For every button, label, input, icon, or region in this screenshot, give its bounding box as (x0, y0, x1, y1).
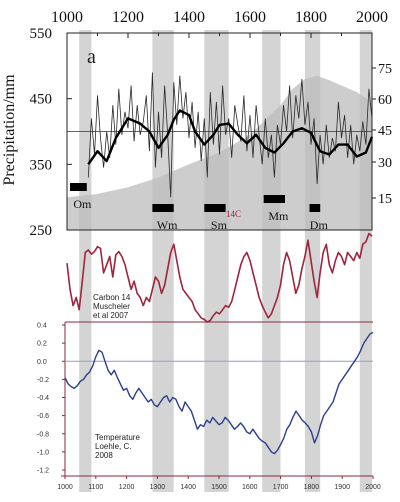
y-tick-label: 450 (30, 92, 53, 108)
right-tick-label: 45 (378, 124, 392, 139)
x-tick-label: 1400 (180, 484, 196, 491)
x-tick-label: 1300 (150, 484, 166, 491)
panel-c-temperature: 0.4 0.2 0.0 -0.2 -0.4 -0.6 -0.8 -1.0 -1.2 1000 110… (37, 321, 381, 491)
x-tick-label: 2000 (365, 484, 381, 491)
y-tick-label: -1.2 (37, 468, 49, 475)
right-tick-label: 60 (378, 93, 392, 108)
x-tick-label: 1500 (211, 484, 227, 491)
y-tick-label: 0.2 (37, 341, 47, 348)
smoothed-precipitation-line (87, 109, 374, 165)
y-tick-label: -1.0 (37, 449, 49, 456)
carbon14-marker-label: 14C (226, 209, 241, 219)
panel-a-precipitation: 1000 1200 1400 1600 1800 2000 550 450 350 250 Prec… (1, 9, 392, 239)
x-tick-label: 1000 (51, 9, 83, 26)
shaded-period-band (262, 30, 281, 492)
raw-precipitation-line (87, 72, 373, 198)
y-axis-title: Precipitation/mm (1, 74, 18, 186)
y-tick-label: -0.2 (37, 377, 49, 384)
y-tick-label: -0.4 (37, 395, 49, 402)
x-tick-label: 1400 (173, 9, 205, 26)
carbon14-line (66, 232, 373, 323)
carbon14-legend-text: Muscheler (93, 302, 130, 311)
minimum-bar (263, 195, 285, 203)
right-tick-label: 75 (378, 62, 392, 77)
minimum-label: Mm (268, 209, 289, 223)
panel-label: a (87, 46, 96, 68)
x-tick-label: 1700 (273, 484, 289, 491)
y-tick-label: 0.4 (37, 323, 47, 330)
x-tick-label: 1200 (119, 484, 135, 491)
temperature-legend-text: Loehle, C. (95, 442, 131, 451)
minimum-label: Wm (157, 218, 178, 232)
minimum-bar (152, 204, 174, 212)
minimum-bar (204, 204, 226, 212)
x-tick-label: 1900 (334, 484, 350, 491)
y-tick-label: 0.0 (37, 359, 47, 366)
y-tick-label: 350 (30, 157, 53, 173)
y-tick-label: 250 (30, 223, 53, 239)
shaded-period-band (79, 30, 92, 492)
minimum-label: Sm (211, 218, 228, 232)
x-tick-label: 1800 (295, 9, 327, 26)
right-tick-label: 30 (378, 156, 392, 171)
y-tick-label: -0.8 (37, 431, 49, 438)
right-tick-label: 15 (378, 192, 392, 207)
carbon14-legend-text: et al 2007 (93, 311, 129, 320)
temperature-line (64, 331, 374, 455)
x-tick-label: 1800 (304, 484, 320, 491)
carbon14-legend-text: Carbon 14 (93, 293, 131, 302)
x-tick-label: 1600 (242, 484, 258, 491)
shaded-period-band (152, 30, 174, 492)
x-tick-label: 2000 (356, 9, 388, 26)
x-tick-label: 1100 (88, 484, 103, 491)
minimum-label: Om (73, 197, 92, 211)
temperature-legend-text: 2008 (95, 451, 113, 460)
minimum-bar (70, 183, 87, 191)
minimum-label: Dm (310, 218, 329, 232)
y-tick-label: 550 (30, 26, 53, 42)
x-tick-label: 1000 (57, 484, 73, 491)
x-tick-label: 1200 (112, 9, 144, 26)
temperature-legend-text: Temperature (95, 433, 140, 442)
minimum-bar (309, 204, 321, 212)
x-tick-label: 1600 (234, 9, 266, 26)
y-tick-label: -0.6 (37, 413, 49, 420)
